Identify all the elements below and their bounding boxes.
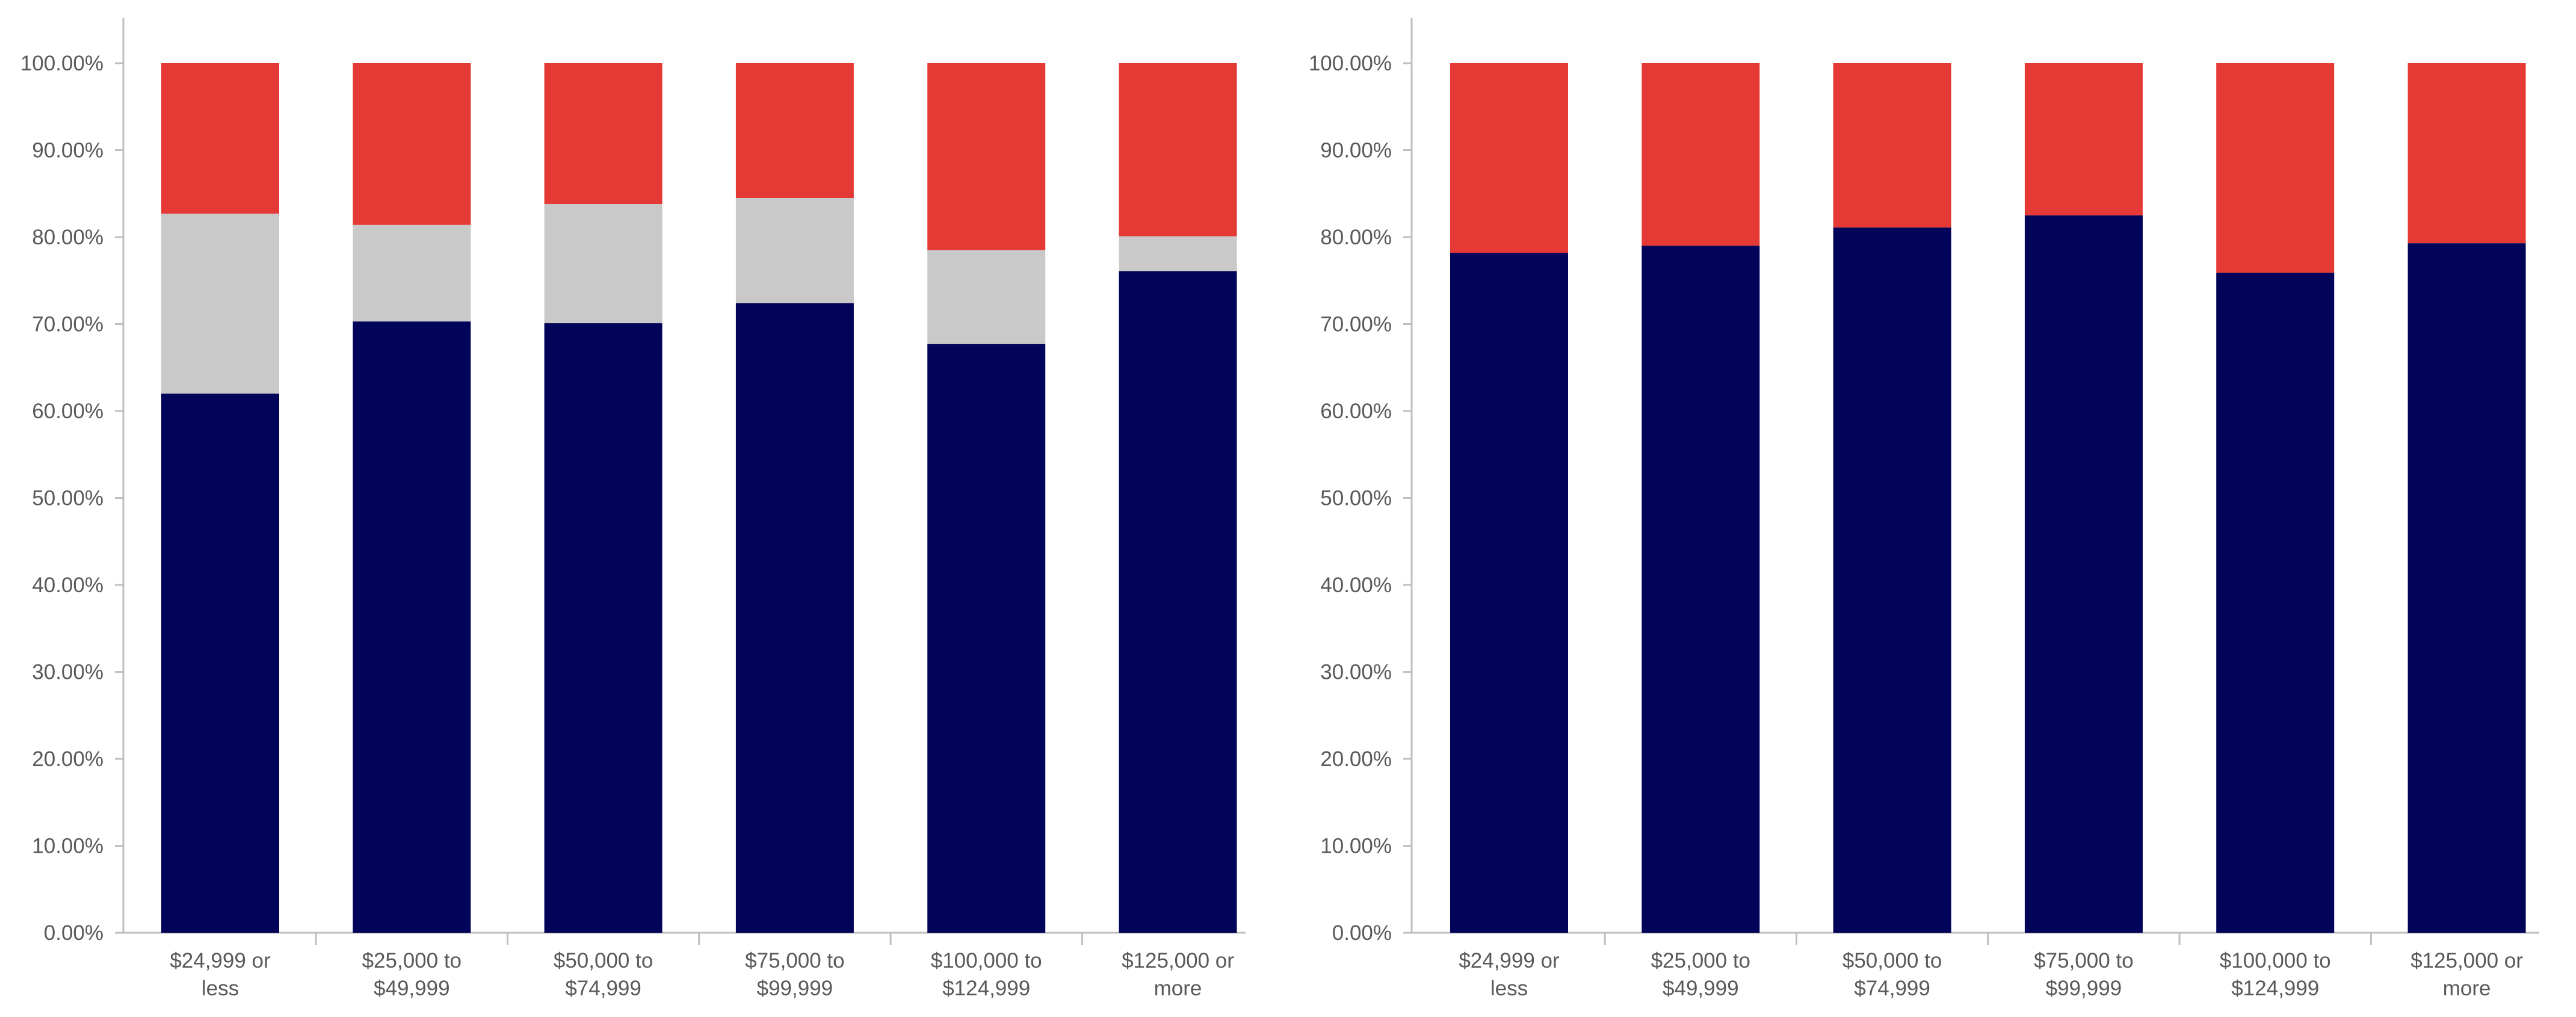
y-tick-label: 50.00% (1320, 487, 1392, 510)
x-category-label: $49,999 (1663, 977, 1739, 1000)
bar-segment-navy (1833, 227, 1951, 933)
x-category-label: $125,000 or (2411, 949, 2523, 972)
x-category-label: $75,000 to (745, 949, 844, 972)
bar-segment-red (2216, 63, 2335, 273)
x-category-label: $99,999 (757, 977, 833, 1000)
bar-segment-navy (544, 323, 663, 933)
bar-segment-navy (2408, 243, 2526, 933)
x-category-label: more (1154, 977, 1202, 1000)
bar-segment-navy (735, 303, 854, 933)
x-category-label: $124,999 (2231, 977, 2319, 1000)
x-category-label: $100,000 to (2220, 949, 2331, 972)
x-category-label: $50,000 to (554, 949, 653, 972)
y-tick-label: 20.00% (32, 747, 103, 771)
x-category-label: $99,999 (2046, 977, 2122, 1000)
y-tick-label: 70.00% (1320, 313, 1392, 336)
bar-segment-navy (1119, 271, 1237, 933)
x-category-label: $49,999 (374, 977, 450, 1000)
y-tick-label: 60.00% (1320, 400, 1392, 423)
y-tick-label: 20.00% (1320, 747, 1392, 771)
y-tick-label: 0.00% (1332, 921, 1392, 945)
y-tick-label: 40.00% (32, 573, 103, 597)
bar-segment-navy (2024, 215, 2143, 933)
bar-segment-red (2408, 63, 2526, 244)
y-tick-label: 30.00% (1320, 661, 1392, 684)
x-category-label: $75,000 to (2034, 949, 2133, 972)
bar-segment-red (161, 63, 279, 214)
bar-segment-red (2024, 63, 2143, 215)
bar-segment-gray (544, 204, 663, 324)
x-category-label: $74,999 (565, 977, 641, 1000)
bar-segment-red (735, 63, 854, 198)
y-tick-label: 50.00% (32, 487, 103, 510)
bar-segment-red (544, 63, 663, 205)
bar-segment-navy (161, 394, 279, 933)
bar-segment-navy (353, 321, 471, 933)
x-category-label: $74,999 (1854, 977, 1930, 1000)
bar-segment-gray (735, 197, 854, 303)
bar-segment-navy (2216, 273, 2335, 933)
bar-segment-red (1450, 63, 1568, 253)
y-tick-label: 80.00% (32, 226, 103, 249)
chart-panel-2: 0.00% 10.00% 20.00% 30.00% 40.00% 50.00% 60.00… (1309, 18, 2539, 1000)
bar-segment-red (1833, 63, 1951, 228)
bar-segment-gray (161, 213, 279, 394)
x-category-label: $25,000 to (1651, 949, 1750, 972)
y-tick-label: 90.00% (32, 139, 103, 162)
x-category-label: $124,999 (942, 977, 1030, 1000)
bar-segment-navy (1642, 246, 1760, 933)
y-tick-label: 10.00% (1320, 835, 1392, 858)
bar-segment-gray (927, 250, 1046, 344)
bar-segment-gray (353, 224, 471, 322)
bar-segment-navy (927, 344, 1046, 933)
bar-segment-red (927, 63, 1046, 250)
x-category-label: $24,999 or (1459, 949, 1560, 972)
chart-panel-1: 0.00% 10.00% 20.00% 30.00% 40.00% 50.00% 60.00… (20, 18, 1246, 1000)
bar-segment-navy (1450, 253, 1568, 933)
y-tick-label: 0.00% (44, 921, 103, 945)
x-category-label: more (2443, 977, 2491, 1000)
y-tick-label: 100.00% (20, 52, 103, 75)
y-tick-label: 70.00% (32, 313, 103, 336)
x-category-label: $125,000 or (1122, 949, 1234, 972)
bar-segment-gray (1119, 236, 1237, 271)
bar-segment-red (1642, 63, 1760, 246)
x-category-label: $50,000 to (1842, 949, 1942, 972)
y-tick-label: 30.00% (32, 661, 103, 684)
y-tick-label: 10.00% (32, 835, 103, 858)
x-category-label: $100,000 to (931, 949, 1042, 972)
y-tick-label: 80.00% (1320, 226, 1392, 249)
x-category-label: less (202, 977, 239, 1000)
y-tick-label: 60.00% (32, 400, 103, 423)
y-tick-label: 40.00% (1320, 573, 1392, 597)
bar-segment-red (1119, 63, 1237, 236)
x-category-label: $25,000 to (362, 949, 462, 972)
bar-segment-red (353, 63, 471, 225)
y-tick-label: 90.00% (1320, 139, 1392, 162)
x-category-label: less (1490, 977, 1528, 1000)
x-category-label: $24,999 or (170, 949, 271, 972)
y-tick-label: 100.00% (1309, 52, 1392, 75)
